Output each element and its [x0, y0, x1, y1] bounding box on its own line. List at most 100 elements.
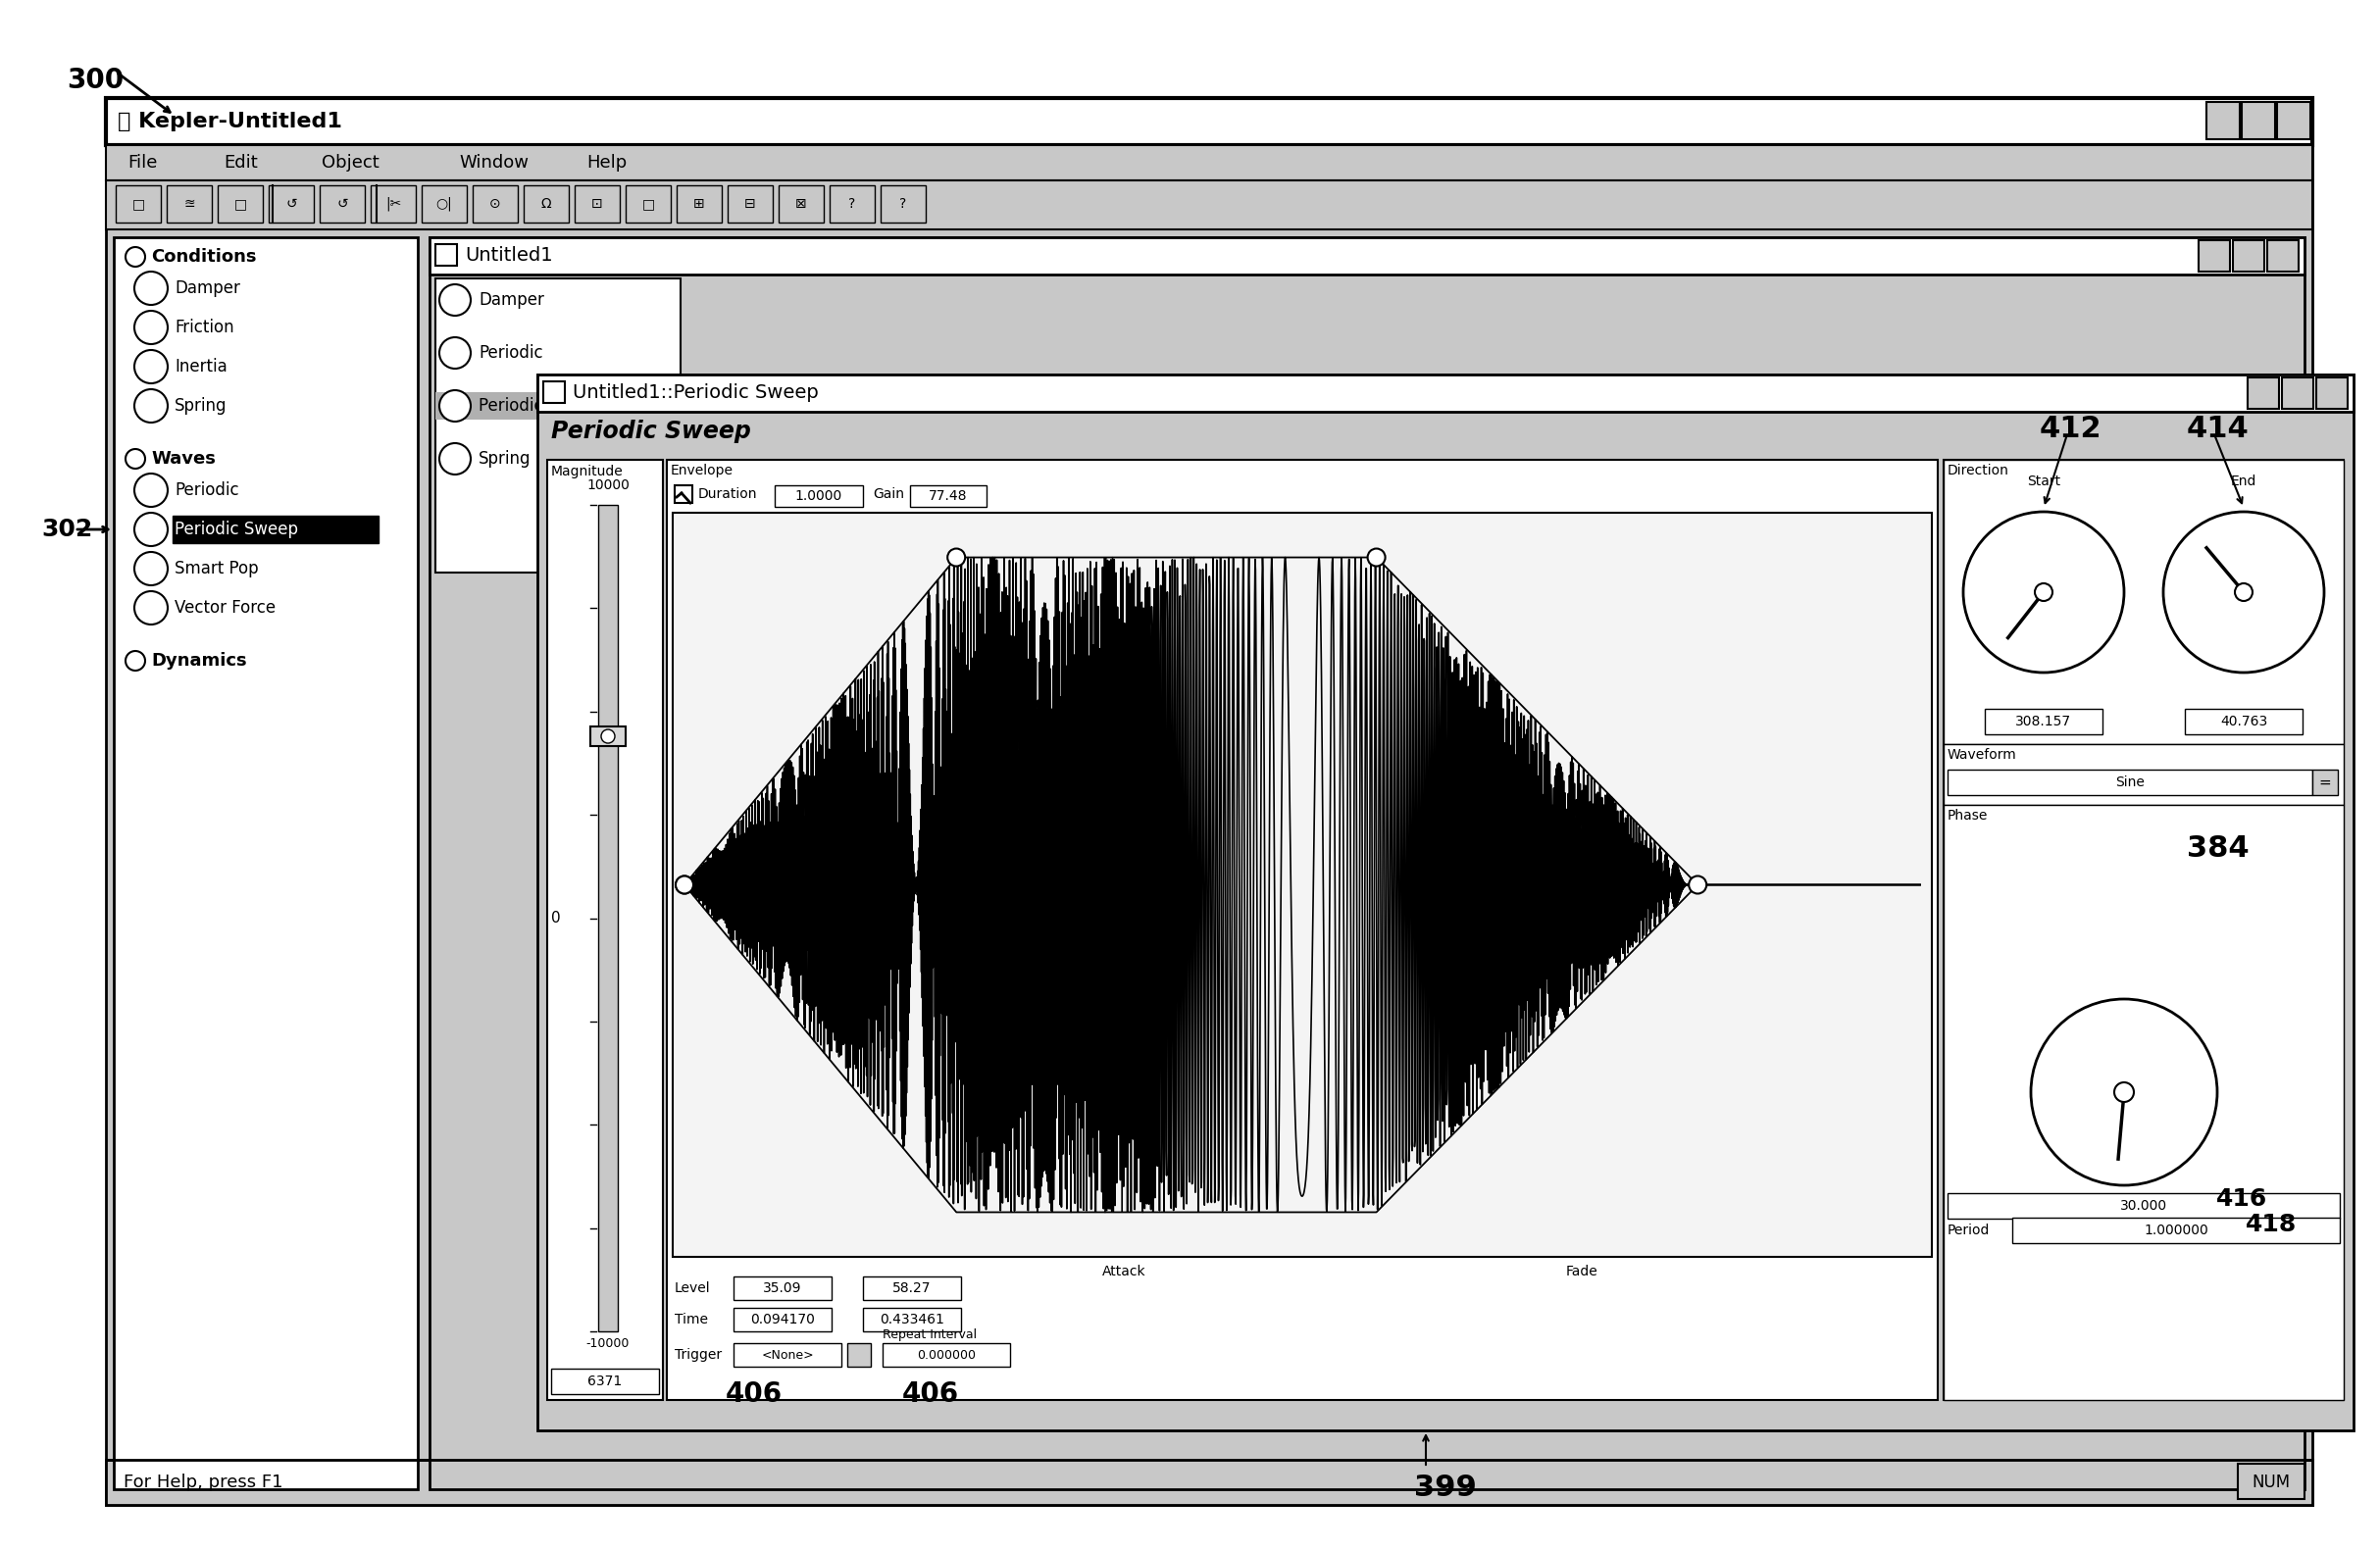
Text: Friction: Friction: [174, 319, 233, 336]
Bar: [524, 186, 569, 223]
Bar: [2011, 1218, 2340, 1243]
Bar: [864, 1277, 962, 1300]
Text: Periodic Sweep: Periodic Sweep: [552, 420, 752, 443]
Bar: [105, 98, 2313, 146]
Text: Trigger: Trigger: [674, 1348, 721, 1362]
Text: =: =: [2318, 775, 2332, 789]
Bar: [428, 237, 2304, 1490]
Text: Conditions: Conditions: [150, 248, 257, 265]
Bar: [105, 98, 2313, 146]
Text: Edit: Edit: [224, 153, 257, 172]
Circle shape: [440, 443, 471, 474]
Circle shape: [2030, 1000, 2218, 1186]
Bar: [474, 186, 519, 223]
Circle shape: [126, 449, 145, 468]
Bar: [733, 1344, 843, 1367]
Text: ⊟: ⊟: [745, 197, 757, 211]
Circle shape: [602, 730, 614, 742]
Circle shape: [2163, 512, 2325, 673]
Bar: [909, 485, 988, 507]
Text: ⊙: ⊙: [490, 197, 500, 211]
Bar: [674, 513, 1933, 1257]
Circle shape: [133, 350, 167, 383]
Text: Periodic: Periodic: [478, 344, 543, 361]
Text: Window: Window: [459, 153, 528, 172]
Text: Help: Help: [585, 153, 626, 172]
Text: 40.763: 40.763: [2221, 715, 2268, 728]
Bar: [1947, 770, 2313, 795]
Bar: [547, 460, 664, 1400]
Text: Start: Start: [2028, 474, 2061, 488]
Bar: [1944, 804, 2344, 1400]
Text: File: File: [129, 153, 157, 172]
Text: 300: 300: [67, 67, 124, 95]
Bar: [883, 1344, 1009, 1367]
Text: End: End: [2230, 474, 2256, 488]
Text: 406: 406: [726, 1381, 783, 1407]
Bar: [538, 375, 2354, 412]
Text: 77.48: 77.48: [928, 490, 969, 502]
Text: Periodic S: Periodic S: [478, 397, 559, 415]
Text: ⊞: ⊞: [693, 197, 704, 211]
Text: Damper: Damper: [174, 279, 240, 298]
Circle shape: [947, 549, 966, 566]
Text: 6371: 6371: [588, 1375, 621, 1389]
Bar: [666, 460, 1937, 1400]
Text: Gain: Gain: [873, 487, 904, 501]
Bar: [2282, 378, 2313, 409]
Circle shape: [133, 552, 167, 586]
Text: ↺: ↺: [286, 197, 298, 211]
Text: Duration: Duration: [697, 487, 757, 501]
Bar: [436, 279, 681, 572]
Bar: [864, 1308, 962, 1331]
Bar: [543, 381, 564, 403]
Text: -10000: -10000: [585, 1336, 631, 1350]
Bar: [436, 243, 457, 265]
Text: Inertia: Inertia: [174, 358, 226, 375]
Text: 302: 302: [40, 518, 93, 541]
Text: 406: 406: [902, 1381, 959, 1407]
Circle shape: [126, 246, 145, 267]
Bar: [674, 485, 693, 502]
Bar: [1985, 708, 2102, 735]
Bar: [2232, 240, 2263, 271]
Circle shape: [1690, 876, 1706, 894]
Circle shape: [676, 876, 693, 894]
Text: ≊: ≊: [183, 197, 195, 211]
Text: Waves: Waves: [150, 449, 217, 468]
Bar: [269, 186, 314, 223]
Text: Dynamics: Dynamics: [150, 653, 248, 670]
Bar: [2316, 378, 2347, 409]
Text: Attack: Attack: [1102, 1265, 1147, 1279]
Text: Sine: Sine: [2116, 775, 2144, 789]
Circle shape: [2035, 583, 2052, 601]
Text: 418: 418: [2247, 1212, 2297, 1237]
Bar: [2237, 1463, 2304, 1499]
Text: □: □: [131, 197, 145, 211]
Text: 1.0000: 1.0000: [795, 490, 843, 502]
Bar: [167, 186, 212, 223]
Circle shape: [2235, 583, 2251, 601]
Text: 0.000000: 0.000000: [916, 1348, 976, 1361]
Text: 0.433461: 0.433461: [881, 1313, 945, 1327]
Circle shape: [1963, 512, 2123, 673]
Text: Level: Level: [674, 1282, 712, 1296]
Text: Spring: Spring: [478, 449, 531, 468]
Circle shape: [133, 271, 167, 305]
Text: 416: 416: [2216, 1187, 2268, 1211]
Text: Direction: Direction: [1947, 463, 2009, 477]
Text: 308.157: 308.157: [2016, 715, 2071, 728]
Circle shape: [440, 391, 471, 422]
Text: ⊠: ⊠: [795, 197, 807, 211]
Text: Phase: Phase: [1947, 809, 1987, 823]
Bar: [2185, 708, 2301, 735]
Circle shape: [676, 876, 693, 894]
Text: <None>: <None>: [762, 1348, 814, 1361]
Bar: [778, 186, 823, 223]
Bar: [626, 186, 671, 223]
Text: Periodic Sweep: Periodic Sweep: [174, 521, 298, 538]
Bar: [552, 1369, 659, 1393]
Text: Periodic: Periodic: [174, 482, 238, 499]
Circle shape: [133, 474, 167, 507]
Bar: [105, 146, 2313, 180]
